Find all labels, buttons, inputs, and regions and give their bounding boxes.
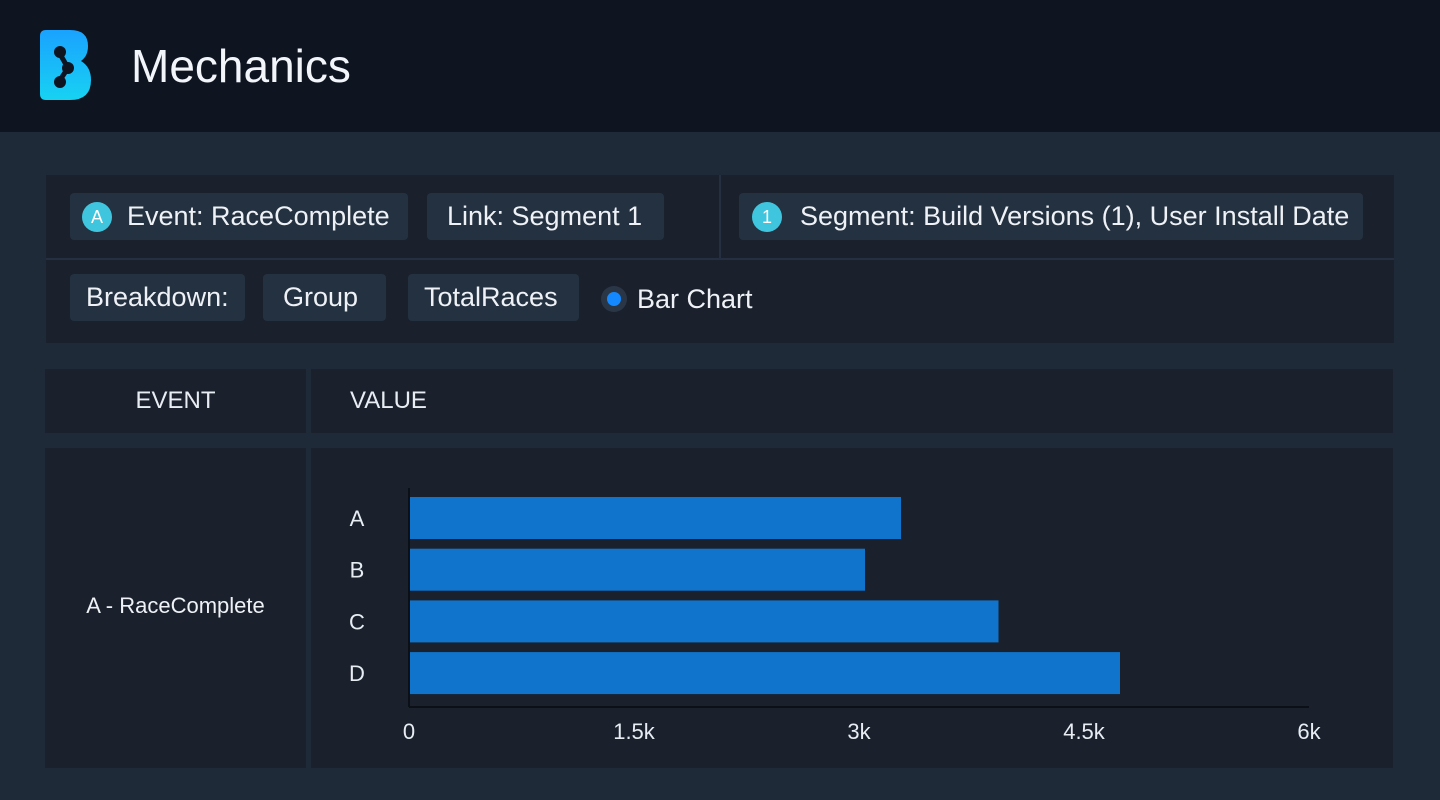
event-chip-label: Event: RaceComplete (127, 201, 390, 231)
breakdown-item-label: Group (283, 282, 359, 312)
event-badge: A (82, 202, 112, 232)
radio-selected-dot (607, 292, 621, 306)
bar-chart: A B C D 0 1.5k 3k 4.5k 6k (349, 488, 1322, 744)
link-chip[interactable]: Link: Segment 1 (427, 193, 664, 240)
segment-badge: 1 (752, 202, 782, 232)
divider (719, 175, 721, 259)
bar-b (409, 548, 865, 591)
breakdown-item-label: TotalRaces (424, 282, 558, 312)
x-tick-label: 4.5k (1063, 719, 1106, 744)
top-bar: Mechanics (0, 0, 1440, 132)
divider (46, 258, 1394, 260)
app-title: Mechanics (131, 40, 351, 92)
bar-d (409, 652, 1120, 695)
column-header-event: EVENT (45, 369, 306, 433)
breakdown-item-totalraces[interactable]: TotalRaces (408, 274, 579, 321)
table-cell-value: A B C D 0 1.5k 3k 4.5k 6k (311, 448, 1393, 768)
bar-c (409, 600, 999, 643)
bar-chart-radio-label[interactable]: Bar Chart (637, 284, 753, 314)
x-tick-label: 6k (1297, 719, 1321, 744)
category-label: B (350, 558, 365, 583)
column-header-value: VALUE (311, 369, 1393, 433)
x-tick-label: 1.5k (613, 719, 656, 744)
x-tick-label: 0 (403, 719, 415, 744)
x-tick-label: 3k (847, 719, 871, 744)
segment-chip-label: Segment: Build Versions (1), User Instal… (800, 201, 1350, 231)
segment-chip[interactable]: 1 Segment: Build Versions (1), User Inst… (739, 193, 1363, 240)
link-chip-label: Link: Segment 1 (447, 201, 643, 231)
bar-a (409, 497, 901, 539)
brand-logo-icon[interactable] (40, 30, 91, 100)
event-chip[interactable]: A Event: RaceComplete (70, 193, 408, 240)
breakdown-label-text: Breakdown: (86, 282, 229, 312)
breakdown-label: Breakdown: (70, 274, 245, 321)
category-label: A (350, 506, 365, 531)
query-panel: A Event: RaceComplete Link: Segment 1 1 … (46, 175, 1394, 343)
table-cell-event: A - RaceComplete (45, 448, 306, 768)
category-label: C (349, 609, 365, 634)
event-name: A - RaceComplete (86, 593, 265, 618)
bar-chart-radio[interactable] (601, 286, 627, 312)
category-label: D (349, 661, 365, 686)
breakdown-item-group[interactable]: Group (263, 274, 386, 321)
